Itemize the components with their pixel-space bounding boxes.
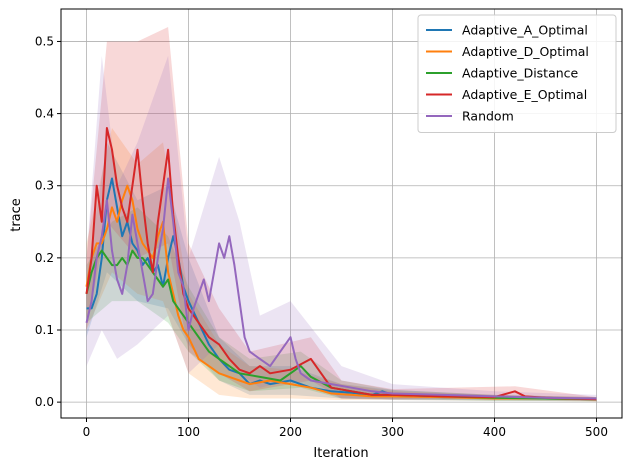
y-axis-ticks: 0.0 0.1 0.2 0.3 0.4 0.5 (35, 34, 61, 409)
legend-label: Adaptive_D_Optimal (462, 44, 589, 59)
series-line-random (85, 177, 597, 400)
y-tick-label: 0.2 (35, 251, 54, 265)
band-adaptive-e-optimal (86, 27, 597, 402)
legend-label: Adaptive_E_Optimal (462, 87, 587, 102)
legend: Adaptive_A_Optimal Adaptive_D_Optimal Adap… (417, 14, 617, 133)
y-axis-label: trace (9, 198, 24, 232)
y-tick-label: 0.1 (35, 323, 54, 337)
x-tick-label: 200 (279, 425, 302, 439)
legend-label: Adaptive_A_Optimal (462, 23, 588, 38)
y-tick-label: 0.4 (35, 107, 54, 121)
y-tick-label: 0.5 (35, 34, 54, 48)
legend-label: Random (462, 109, 514, 124)
band-adaptive-a-optimal (86, 142, 597, 401)
legend-box (417, 14, 617, 133)
series-lines (85, 127, 597, 401)
x-tick-label: 400 (483, 425, 506, 439)
x-axis-ticks: 0 100 200 300 400 500 (83, 418, 608, 439)
series-line-adaptive-e-optimal (85, 127, 597, 401)
plot-area-frame (60, 8, 623, 419)
x-tick-label: 0 (83, 425, 91, 439)
x-tick-label: 100 (177, 425, 200, 439)
band-random (86, 55, 597, 401)
x-tick-label: 500 (585, 425, 608, 439)
series-line-adaptive-a-optimal (86, 177, 597, 401)
series-line-adaptive-d-optimal (85, 184, 597, 401)
y-tick-label: 0.3 (35, 179, 54, 193)
legend-label: Adaptive_Distance (462, 66, 579, 81)
y-tick-label: 0.0 (35, 395, 54, 409)
x-tick-label: 300 (381, 425, 404, 439)
x-axis-label: Iteration (313, 446, 368, 461)
